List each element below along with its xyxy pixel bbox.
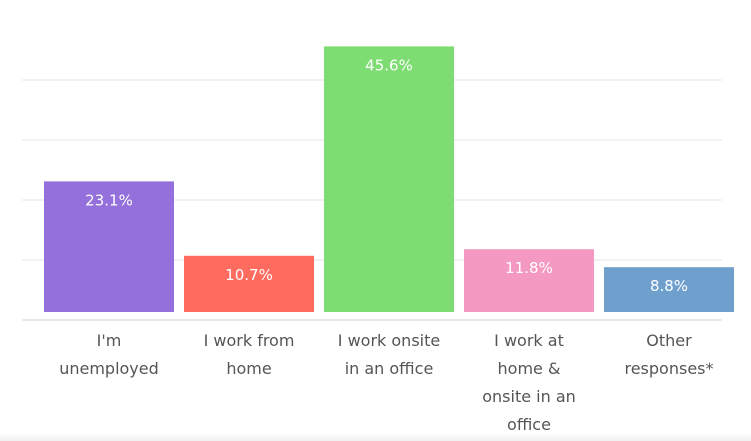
bars [44,46,734,313]
bar [604,267,734,312]
x-tick-label-line: onsite in an [482,387,576,406]
x-axis-labels: I'm unemployed I work from home I work onsit… [59,331,713,434]
x-tick-label-line: home & [498,359,561,378]
x-tick-label: I work from home [204,331,295,378]
bar [184,255,314,312]
bottom-fade [0,433,751,441]
x-tick-label-line: I work onsite [338,331,440,350]
bar [44,181,174,312]
x-tick-label-line: I work at [494,331,564,350]
bar [324,46,454,313]
x-tick-label: I work at home & onsite in an office [482,331,576,434]
data-label: 8.8% [650,277,688,295]
data-label: 11.8% [505,259,553,277]
bar [464,249,594,312]
x-tick-label-line: responses* [624,359,713,378]
x-tick-label-line: I work from [204,331,295,350]
data-label: 10.7% [225,266,273,284]
data-label: 23.1% [85,191,133,209]
data-label: 45.6% [365,56,413,74]
x-tick-label: I'm unemployed [59,331,159,378]
x-tick-label-line: Other [646,331,692,350]
x-tick-label-line: I'm [97,331,122,350]
x-tick-label: I work onsite in an office [338,331,440,378]
x-tick-label-line: unemployed [59,359,159,378]
data-labels: 23.1% 10.7% 45.6% 11.8% 8.8% [85,56,688,295]
x-tick-label-line: home [226,359,271,378]
x-tick-label: Other responses* [624,331,713,378]
x-tick-label-line: office [507,415,551,434]
x-tick-label-line: in an office [345,359,434,378]
